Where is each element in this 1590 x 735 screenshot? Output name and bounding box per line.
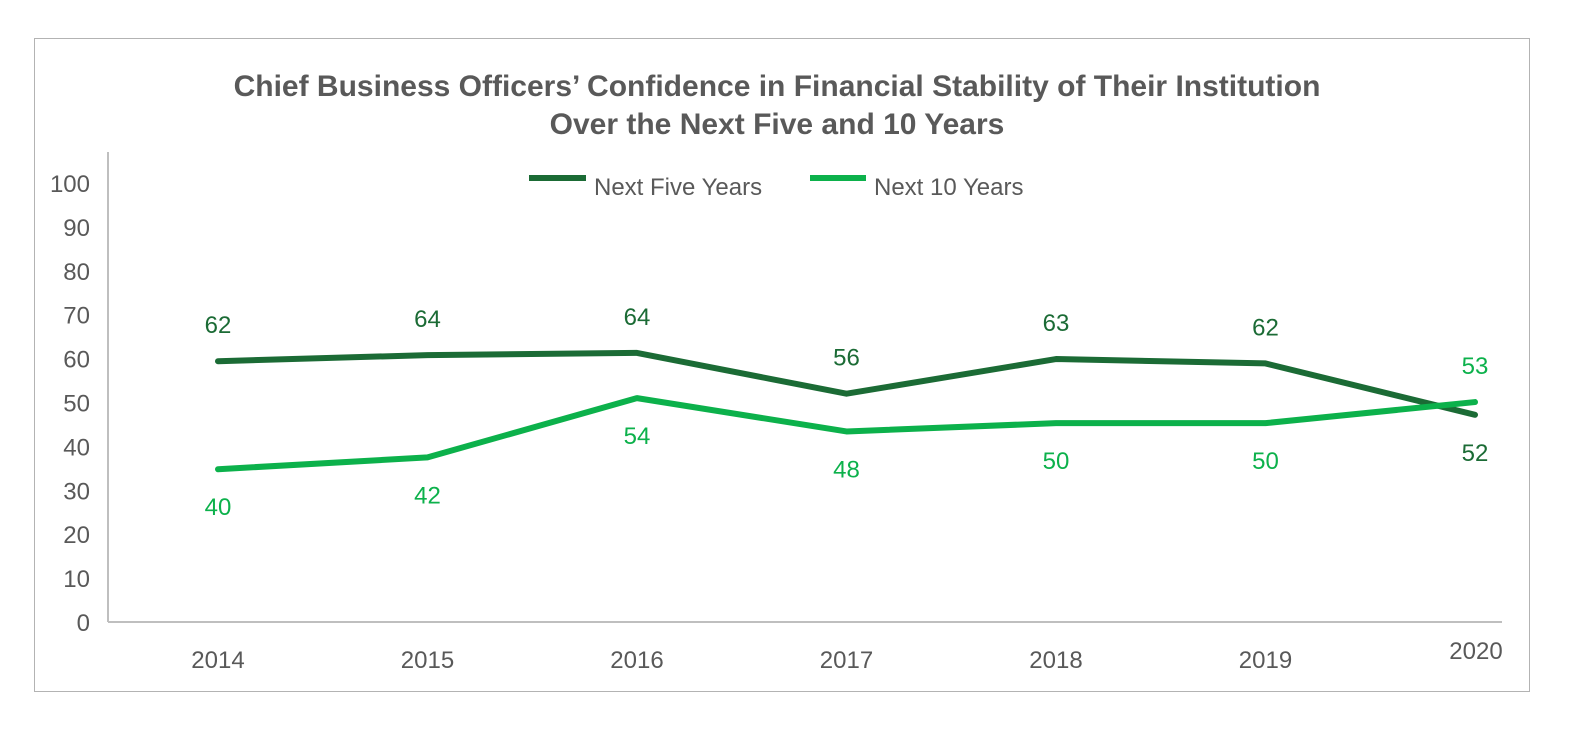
legend-label: Next 10 Years: [874, 174, 1023, 201]
data-label: 54: [624, 423, 651, 450]
y-tick-label: 90: [63, 215, 90, 242]
x-tick-label: 2014: [191, 647, 244, 674]
data-label: 52: [1462, 440, 1489, 467]
data-label: 42: [414, 482, 441, 509]
data-label: 63: [1043, 310, 1070, 337]
y-tick-label: 50: [63, 391, 90, 418]
data-label: 50: [1043, 448, 1070, 475]
y-tick-label: 40: [63, 434, 90, 461]
data-labels-layer: 62 64 64 56 63 62 52 40 42 54 48 50 50 53: [205, 304, 1489, 521]
data-label: 64: [414, 306, 441, 333]
data-label: 53: [1462, 353, 1489, 380]
x-tick-label: 2018: [1029, 647, 1082, 674]
chart-title: Chief Business Officers’ Confidence in F…: [233, 70, 1321, 103]
data-label: 56: [833, 345, 860, 372]
x-tick-label: 2017: [820, 647, 873, 674]
y-tick-label: 80: [63, 259, 90, 286]
data-label: 50: [1252, 448, 1279, 475]
y-tick-label: 0: [77, 610, 90, 637]
data-label: 48: [833, 456, 860, 483]
series-layer: [215, 349, 1478, 473]
x-tick-label: 2019: [1239, 647, 1292, 674]
x-tick-label: 2016: [610, 647, 663, 674]
data-label: 64: [624, 304, 651, 331]
y-tick-label: 70: [63, 303, 90, 330]
series-line: [215, 395, 1478, 473]
y-tick-label: 10: [63, 566, 90, 593]
y-tick-label: 20: [63, 522, 90, 549]
legend-label: Next Five Years: [594, 174, 762, 201]
data-label: 40: [205, 494, 232, 521]
x-tick-label: 2020: [1449, 638, 1502, 665]
chart-legend: Next Five Years Next 10 Years: [529, 174, 1023, 201]
chart-axes: 0 10 20 30 40 50 60 70 80 90 100 2014 2015 2016 2017 20…: [50, 152, 1503, 674]
chart-title-block: Chief Business Officers’ Confidence in F…: [34, 68, 1520, 144]
y-tick-label: 30: [63, 478, 90, 505]
y-tick-label: 60: [63, 347, 90, 374]
y-tick-label: 100: [50, 171, 90, 198]
x-tick-label: 2015: [401, 647, 454, 674]
data-label: 62: [1252, 314, 1279, 341]
series-line: [215, 349, 1478, 418]
chart-subtitle: Over the Next Five and 10 Years: [549, 108, 1005, 141]
data-label: 62: [205, 312, 232, 339]
